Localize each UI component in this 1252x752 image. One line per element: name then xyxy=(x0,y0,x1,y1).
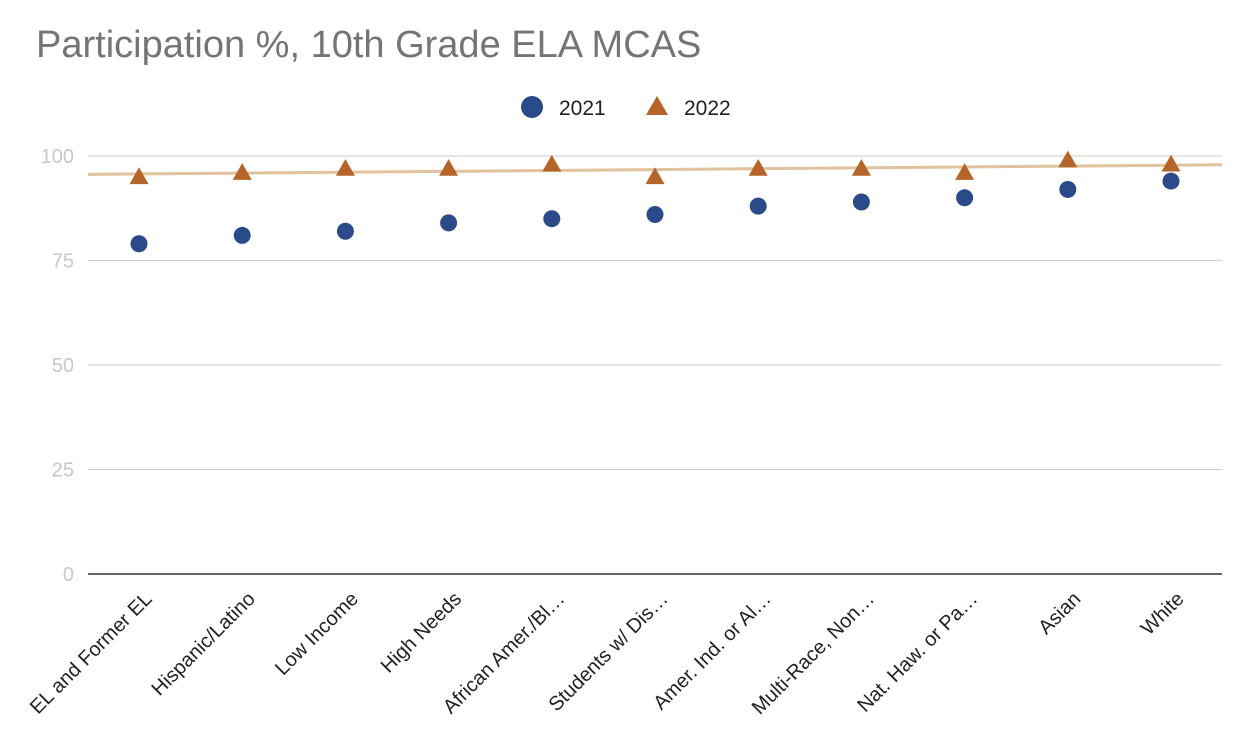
point-2022 xyxy=(129,167,149,185)
gridlines xyxy=(88,155,1222,575)
point-2022 xyxy=(1058,150,1078,168)
point-2022 xyxy=(335,158,355,176)
legend-label-2022: 2022 xyxy=(684,97,731,120)
point-2021 xyxy=(956,189,974,207)
x-tick-label: EL and Former EL xyxy=(26,588,157,719)
point-2021 xyxy=(1059,180,1077,198)
y-tick-label: 25 xyxy=(52,460,74,482)
point-2021 xyxy=(130,235,148,253)
point-2021 xyxy=(646,206,664,224)
y-tick-label: 75 xyxy=(52,251,74,273)
legend: 2021 2022 xyxy=(521,96,731,120)
x-tick-label: Hispanic/Latino xyxy=(147,588,259,700)
point-2022 xyxy=(851,158,871,176)
y-axis: 0 25 50 75 100 xyxy=(41,146,74,586)
point-2021 xyxy=(749,197,767,215)
point-2021 xyxy=(440,214,458,232)
point-2022 xyxy=(232,163,252,180)
point-2021 xyxy=(852,193,870,211)
y-tick-label: 50 xyxy=(52,355,74,377)
legend-marker-2021 xyxy=(521,96,543,118)
chart-title: Participation %, 10th Grade ELA MCAS xyxy=(36,24,702,66)
x-tick-label: High Needs xyxy=(377,588,466,677)
point-2022 xyxy=(645,167,665,185)
point-2021 xyxy=(1162,172,1180,190)
point-2022 xyxy=(748,158,768,176)
point-2022 xyxy=(542,154,562,172)
x-tick-label: Asian xyxy=(1034,588,1085,639)
data-points xyxy=(129,150,1181,253)
point-2022 xyxy=(955,163,975,180)
legend-marker-2022 xyxy=(646,96,668,115)
x-tick-label: White xyxy=(1137,588,1189,640)
point-2022 xyxy=(439,158,459,176)
x-tick-label: Low Income xyxy=(271,588,363,680)
legend-label-2021: 2021 xyxy=(559,97,606,120)
point-2021 xyxy=(543,210,561,228)
y-tick-label: 100 xyxy=(41,146,74,168)
point-2021 xyxy=(233,226,251,244)
point-2021 xyxy=(336,222,354,240)
y-tick-label: 0 xyxy=(63,564,74,586)
point-2022 xyxy=(1161,154,1181,172)
